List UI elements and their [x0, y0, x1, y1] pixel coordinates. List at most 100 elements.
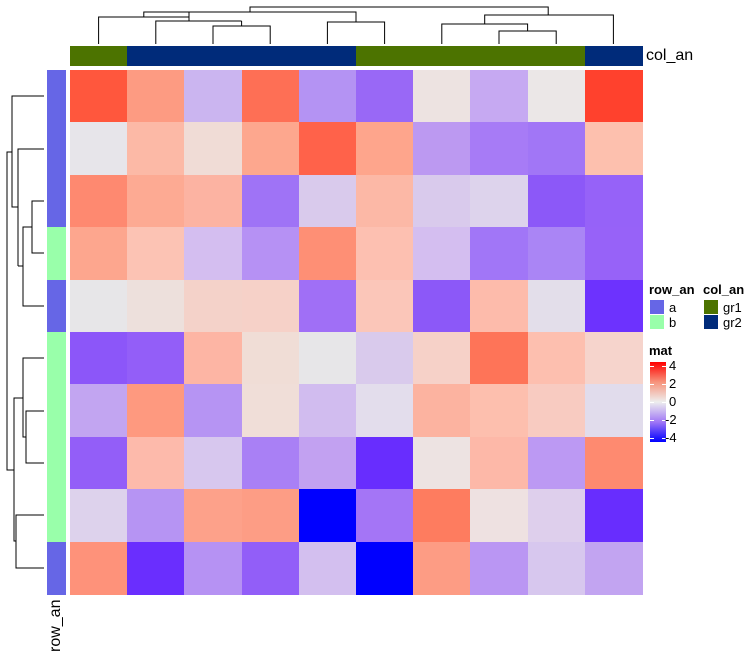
heatmap-cell: [184, 70, 243, 123]
heatmap-cell: [184, 384, 243, 438]
heatmap-cell: [241, 384, 300, 438]
col-annotation-label: col_an: [646, 47, 694, 64]
heatmap-cell: [470, 174, 529, 228]
heatmap-cell: [298, 332, 357, 385]
heatmap-cell: [184, 332, 243, 385]
heatmap-cell: [413, 541, 471, 595]
heatmap-cell: [70, 70, 128, 123]
legend-tick-4: 4: [669, 358, 677, 373]
heatmap-cell: [127, 122, 185, 176]
tick-mark: [650, 384, 654, 385]
col-annotation-cell: [241, 46, 300, 66]
heatmap-cell: [127, 279, 185, 333]
heatmap-cell: [184, 174, 243, 228]
legend-mat-title: mat: [649, 343, 673, 358]
heatmap-cell: [413, 489, 471, 543]
heatmap-cell: [356, 489, 414, 543]
heatmap-cell: [527, 70, 586, 123]
heatmap-cell: [127, 70, 185, 123]
heatmap-cell: [470, 279, 529, 333]
row-annotation-cell: [47, 384, 66, 438]
heatmap-cell: [241, 227, 300, 281]
heatmap-cell: [184, 489, 243, 543]
heatmap-cell: [241, 541, 300, 595]
col-annotation-cell: [413, 46, 471, 66]
heatmap-cell: [241, 489, 300, 543]
legend-tick-neg2: -2: [665, 412, 677, 427]
legend-key-a-swatch: [650, 300, 664, 314]
tick-mark: [662, 366, 666, 367]
heatmap-cell: [70, 122, 128, 176]
heatmap-cell: [184, 541, 243, 595]
heatmap-cell: [356, 174, 414, 228]
legend-row-an-title: row_an: [649, 282, 695, 297]
heatmap-cell: [184, 279, 243, 333]
heatmap-cell: [298, 174, 357, 228]
row-dendrogram: [6, 95, 44, 569]
heatmap-cell: [356, 70, 414, 123]
heatmap-cell: [413, 332, 471, 385]
heatmap-cell: [527, 384, 586, 438]
heatmap-cell: [470, 227, 529, 281]
heatmap-cell: [184, 227, 243, 281]
legend-key-gr2-swatch: [704, 315, 718, 329]
row-annotation-cell: [47, 279, 66, 333]
heatmap-cell: [298, 227, 357, 281]
heatmap-cell: [584, 489, 643, 543]
heatmap-cell: [70, 332, 128, 385]
col-annotation-cell: [527, 46, 586, 66]
heatmap-cell: [356, 227, 414, 281]
heatmap-cell: [470, 489, 529, 543]
tick-mark: [650, 366, 654, 367]
legend-key-a-label: a: [669, 300, 677, 315]
col-annotation-cell: [470, 46, 529, 66]
heatmap-cell: [127, 332, 185, 385]
tick-mark: [662, 420, 666, 421]
col-annotation-cell: [127, 46, 185, 66]
heatmap-cell: [527, 332, 586, 385]
row-annotation-label: row_an: [47, 599, 64, 652]
heatmap-cell: [298, 489, 357, 543]
heatmap-cell: [584, 122, 643, 176]
legend-key-gr1-label: gr1: [723, 300, 742, 315]
col-annotation-cell: [298, 46, 357, 66]
heatmap-cell: [584, 436, 643, 490]
heatmap-cell: [470, 332, 529, 385]
heatmap-cell: [584, 174, 643, 228]
heatmap-cell: [298, 122, 357, 176]
heatmap-cell: [470, 122, 529, 176]
heatmap-cell: [470, 541, 529, 595]
heatmap-cell: [413, 174, 471, 228]
heatmap-cell: [527, 436, 586, 490]
heatmap-cell: [584, 384, 643, 438]
heatmap-cell: [70, 436, 128, 490]
tick-mark: [650, 402, 654, 403]
heatmap-cell: [298, 279, 357, 333]
heatmap-cell: [70, 384, 128, 438]
heatmap-cell: [413, 279, 471, 333]
heatmap-cell: [527, 174, 586, 228]
row-annotation-cell: [47, 122, 66, 176]
legend-tick-2: 2: [669, 376, 677, 391]
tick-mark: [662, 384, 666, 385]
heatmap-cell: [298, 436, 357, 490]
heatmap-cell: [127, 384, 185, 438]
heatmap-cell: [298, 541, 357, 595]
heatmap-cell: [356, 541, 414, 595]
row-annotation-cell: [47, 436, 66, 490]
heatmap-cell: [127, 174, 185, 228]
col-annotation-cell: [356, 46, 414, 66]
heatmap-cell: [241, 70, 300, 123]
row-annotation-cell: [47, 227, 66, 281]
heatmap-cell: [127, 541, 185, 595]
heatmap-cell: [184, 122, 243, 176]
color-scale-bar: [650, 362, 666, 442]
heatmap-cell: [584, 227, 643, 281]
heatmap-cell: [584, 332, 643, 385]
heatmap-cell: [356, 384, 414, 438]
heatmap-cell: [413, 384, 471, 438]
heatmap-cell: [413, 436, 471, 490]
heatmap-cell: [527, 489, 586, 543]
heatmap-cell: [413, 122, 471, 176]
